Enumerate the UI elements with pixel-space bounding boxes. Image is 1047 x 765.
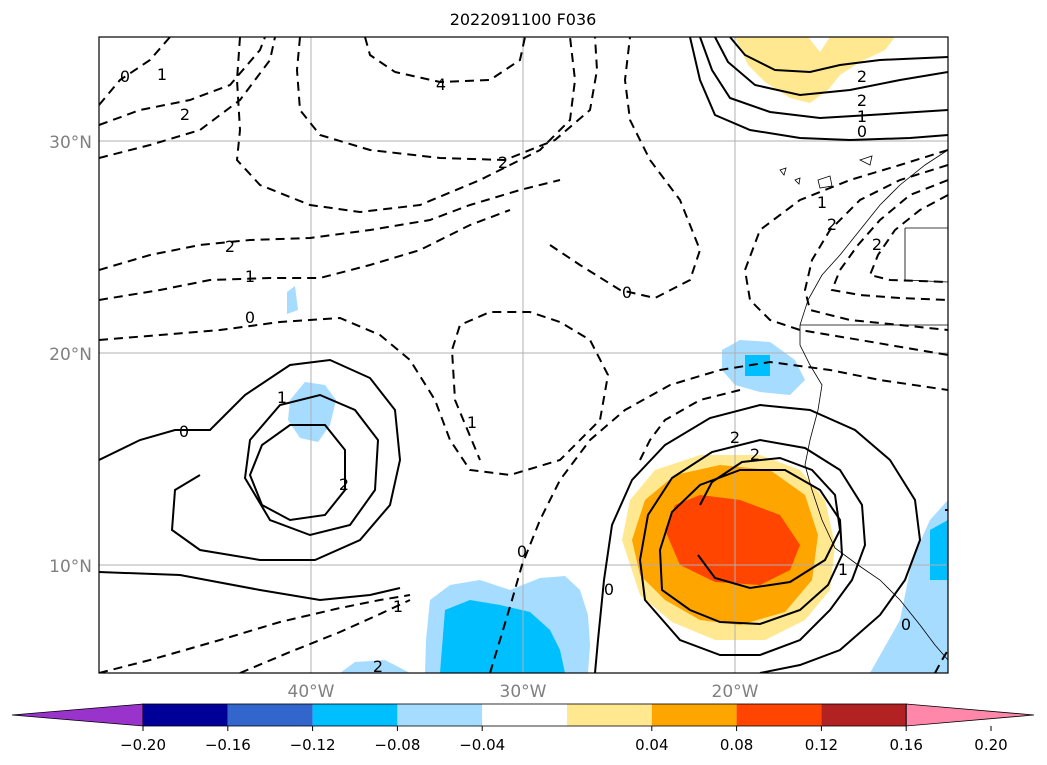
colorbar-tick-label: 0.16: [889, 736, 922, 754]
lat-label-10n: 10°N: [49, 557, 92, 577]
contour-label: 2: [857, 91, 867, 110]
lat-label-30n: 30°N: [49, 133, 92, 153]
contour-1-system: [638, 438, 867, 656]
colorbar-tick-label: 0.08: [720, 736, 753, 754]
lon-label-20w: 20°W: [712, 682, 759, 702]
contour-label: 2: [498, 153, 508, 172]
contour-label: 2: [225, 237, 235, 256]
colorbar-segment: [821, 704, 907, 726]
contour-label: 2: [872, 235, 882, 254]
contour-lines: [99, 37, 948, 673]
contour-label: 0: [622, 283, 632, 302]
contour-label: 0: [245, 308, 255, 327]
contour-label: 1: [393, 597, 403, 616]
contour-1-west: [243, 393, 380, 537]
contour-label: 1: [277, 388, 287, 407]
colorbar-segment: [227, 704, 313, 726]
lon-labels: 40°W 30°W 20°W: [288, 682, 759, 702]
colorbar-segment: [397, 704, 483, 726]
lat-labels: 30°N 20°N 10°N: [49, 133, 92, 577]
contour-0-west: [99, 358, 402, 561]
contour-label: 1: [857, 107, 867, 126]
contour-label: 0: [517, 542, 527, 561]
contour-label: 1: [838, 560, 848, 579]
colorbar: −0.20 −0.16 −0.12 −0.08 −0.04 0.04 0.08 0.12 0.1…: [11, 703, 1035, 754]
colorbar-segment: [143, 704, 228, 726]
contour-label: 1: [467, 413, 477, 432]
map-frame: [98, 36, 949, 674]
colorbar-segment: [312, 704, 398, 726]
colorbar-tick-label: −0.08: [374, 736, 420, 754]
contour-label: 0: [901, 615, 911, 634]
contour-label: 2: [339, 475, 349, 494]
colorbar-segment: [736, 704, 822, 726]
colorbar-tick-label: −0.16: [205, 736, 251, 754]
lon-label-40w: 40°W: [288, 682, 335, 702]
contour-label: 0: [604, 580, 614, 599]
contour-lines-dashed: [99, 37, 948, 673]
map-panel: 0 1 2 4 2 2 1 0 0 1 0 1 2 0 0 1 2 2 2 1 …: [99, 37, 948, 676]
contour-label: 1: [157, 65, 167, 84]
colorbar-tick-label: 0.20: [974, 736, 1007, 754]
contour-label: 2: [827, 215, 837, 234]
colorbar-segment: [651, 704, 737, 726]
negative-anomaly-east: [870, 500, 948, 673]
contour-2-west: [248, 424, 346, 522]
contour-label: 1: [245, 267, 255, 286]
contour-label: 0: [120, 67, 130, 86]
colorbar-extend-high: [905, 703, 1035, 727]
contour-3-system: [697, 456, 842, 590]
colorbar-extend-low: [11, 703, 144, 727]
contour-label: 0: [857, 122, 867, 141]
contour-label: 2: [730, 428, 740, 447]
colorbar-tick-label: −0.04: [459, 736, 505, 754]
colorbar-tick-label: −0.12: [290, 736, 336, 754]
contour-label: 2: [750, 445, 760, 464]
colorbar-tick-label: 0.04: [635, 736, 668, 754]
figure-title: 2022091100 F036: [450, 10, 597, 29]
lon-label-30w: 30°W: [500, 682, 547, 702]
contour-label: 4: [436, 75, 446, 94]
contour-label: 2: [373, 657, 383, 676]
contour-0-system: [594, 403, 922, 673]
lat-label-20n: 20°N: [49, 345, 92, 365]
shaded-field: [287, 37, 948, 673]
contour-label: 2: [857, 67, 867, 86]
contour-labels: 0 1 2 4 2 2 1 0 0 1 0 1 2 0 0 1 2 2 2 1 …: [120, 65, 911, 676]
colorbar-tick-label: −0.20: [120, 736, 166, 754]
contour-label: 0: [179, 422, 189, 441]
contour-label: 2: [180, 105, 190, 124]
gridlines: [99, 37, 948, 673]
colorbar-segment: [482, 704, 567, 726]
colorbar-segment: [567, 704, 652, 726]
colorbar-frame: [142, 703, 907, 727]
contour-label: 1: [817, 193, 827, 212]
colorbar-tick-label: 0.12: [805, 736, 838, 754]
contour-2-system: [658, 469, 844, 626]
